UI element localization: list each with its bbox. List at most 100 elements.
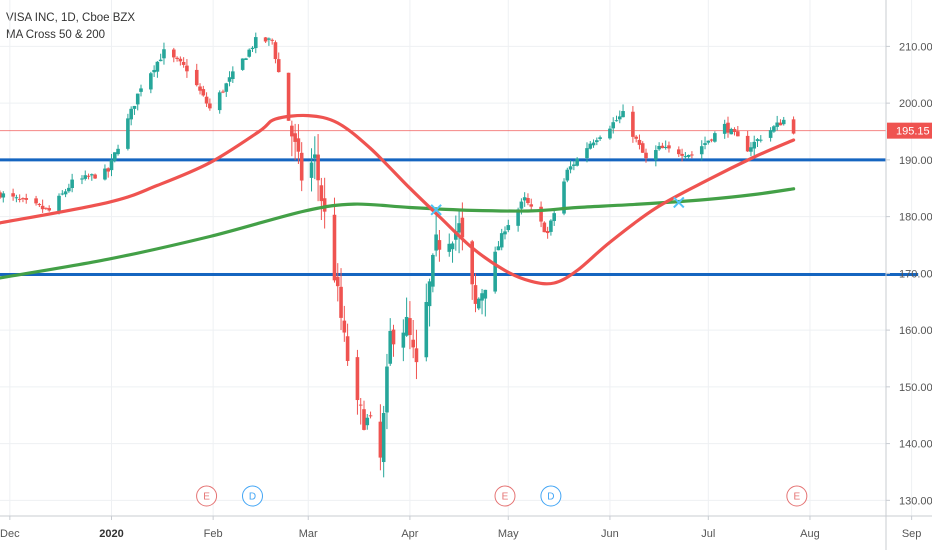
candle [713, 131, 717, 143]
candle-body [40, 205, 45, 210]
candle-body [572, 164, 576, 166]
candle [758, 135, 763, 143]
moving-averages [0, 113, 796, 286]
candle [699, 140, 704, 161]
candle-body [378, 421, 383, 458]
candle-body [483, 289, 488, 299]
x-tick-label: Jun [601, 528, 619, 540]
candle [791, 116, 796, 135]
candle-body [496, 246, 501, 251]
candle-body [703, 143, 707, 145]
candle-body [614, 120, 619, 122]
candle-body [250, 47, 255, 50]
candle-body [401, 332, 406, 348]
event-label: E [794, 492, 801, 503]
candle [752, 135, 757, 156]
candle-body [67, 187, 71, 192]
candle-body [460, 217, 465, 238]
ma-cross-marker [673, 196, 685, 209]
candle-body [178, 58, 183, 62]
candle [588, 141, 593, 150]
candle [339, 268, 343, 330]
candle [614, 115, 619, 122]
candle-body [595, 140, 599, 143]
cross-stroke [430, 204, 442, 216]
candle [135, 93, 140, 111]
candle [342, 305, 347, 342]
event-circle [196, 485, 218, 507]
candle [480, 288, 484, 315]
candle-body [135, 93, 140, 105]
candle [86, 173, 91, 180]
candle [545, 226, 550, 239]
candle-body [231, 71, 235, 79]
y-tick-label: 190.00 [899, 155, 932, 167]
candle [231, 66, 235, 83]
candle [667, 141, 671, 153]
candle-body [63, 191, 68, 195]
candle-body [752, 141, 757, 149]
candle [345, 323, 350, 366]
candle-body [1, 193, 6, 198]
ma200-line [0, 187, 796, 280]
candle [709, 138, 714, 143]
candle [401, 319, 406, 362]
candle [80, 175, 84, 185]
candle-body [709, 139, 714, 141]
candle [526, 193, 530, 206]
candle-body [404, 316, 409, 336]
candle-body [493, 251, 497, 292]
candle [499, 228, 504, 251]
candle [506, 219, 511, 233]
candle-body [522, 197, 527, 201]
candle [293, 123, 297, 161]
candle [201, 85, 206, 97]
candle-body [217, 92, 222, 111]
candle [217, 90, 222, 114]
candle [152, 65, 156, 77]
candle [565, 167, 570, 183]
candle-body [362, 409, 366, 430]
candle [171, 47, 176, 63]
candle [34, 195, 38, 206]
candle-body [332, 214, 337, 281]
candle [381, 405, 386, 478]
candle-body [617, 116, 622, 120]
candle [322, 177, 327, 229]
event-circle [494, 485, 516, 507]
candle-body [634, 136, 638, 139]
candle-body [316, 154, 320, 181]
candle-body [185, 65, 189, 72]
candle-body [309, 162, 314, 178]
candle-body [201, 89, 206, 96]
candle-body [21, 198, 25, 200]
candle [224, 82, 229, 97]
x-tick-label: Jul [701, 528, 715, 540]
candle [447, 233, 452, 257]
x-tick-label: 2020 [99, 528, 123, 540]
candle-body [286, 72, 291, 121]
candle [47, 205, 51, 212]
candle [250, 46, 255, 53]
candle-body [139, 88, 143, 92]
candle-body [44, 207, 48, 209]
candle [611, 117, 616, 134]
candle [0, 190, 2, 200]
candle-body [116, 148, 120, 155]
candle-body [732, 129, 737, 132]
grid-lines [0, 0, 913, 516]
candle [263, 36, 268, 44]
candle-body [221, 91, 225, 93]
candle-body [109, 159, 114, 171]
candle [149, 71, 153, 94]
candle [309, 148, 314, 192]
candle [204, 92, 209, 107]
candle [365, 414, 370, 430]
candle-body [358, 404, 363, 406]
event-label: E [502, 492, 509, 503]
support-lines[interactable] [0, 130, 919, 276]
candle [253, 32, 258, 54]
candle [408, 301, 412, 350]
candle [411, 320, 415, 359]
